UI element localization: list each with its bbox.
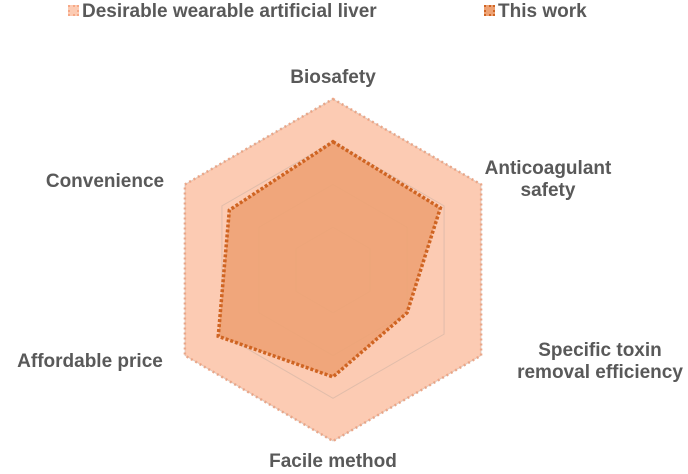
axis-label: Facile method	[269, 451, 397, 472]
axis-label: Anticoagulant safety	[484, 158, 612, 201]
legend-label: Desirable wearable artificial liver	[82, 1, 377, 22]
legend-marker	[484, 5, 495, 16]
legend-marker	[68, 5, 79, 16]
legend-label: This work	[498, 1, 587, 22]
axis-label: Specific toxin removal efficiency	[517, 340, 683, 383]
axis-label: Biosafety	[290, 67, 376, 88]
radar-area	[216, 139, 443, 379]
grid-line	[221, 141, 445, 399]
axis-label: Convenience	[45, 171, 165, 192]
axis-label: Affordable price	[17, 351, 163, 372]
grid-line	[184, 98, 482, 442]
